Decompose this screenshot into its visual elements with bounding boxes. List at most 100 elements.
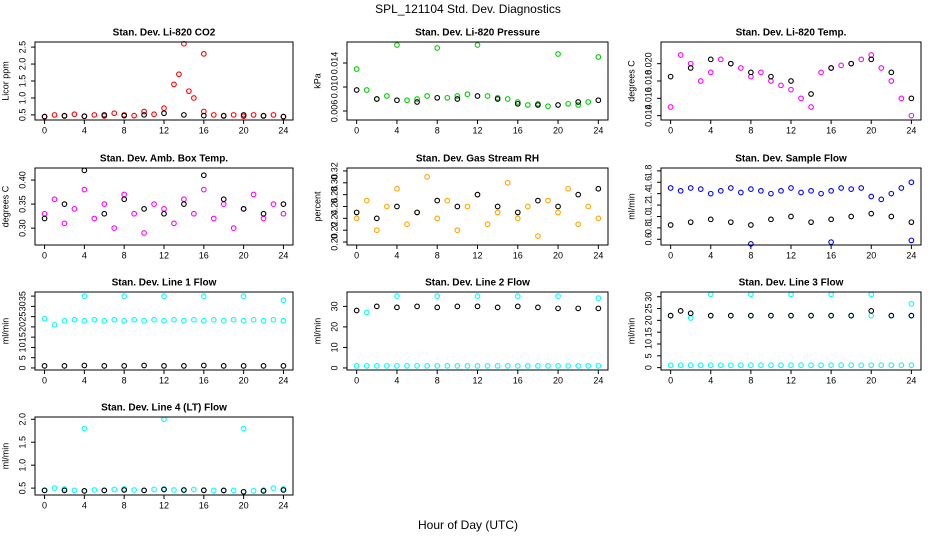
y-tick-label: 25 (643, 304, 653, 314)
point (444, 94, 451, 101)
x-tick-label: 0 (354, 125, 359, 135)
panel-title: Stan. Dev. Line 3 Flow (739, 278, 844, 289)
y-tick-label: 0.8 (643, 222, 653, 235)
point (768, 312, 774, 319)
point (404, 97, 410, 104)
point (61, 363, 68, 369)
y-tick-label: 0.014 (329, 52, 339, 75)
point (667, 73, 674, 80)
point (535, 102, 541, 108)
point (230, 316, 237, 323)
x-tick-label: 24 (593, 250, 603, 260)
point (434, 197, 441, 204)
point (61, 487, 68, 494)
point (101, 317, 108, 324)
point (373, 363, 380, 369)
point (677, 362, 684, 369)
point (585, 203, 592, 210)
x-tick-label: 12 (159, 500, 169, 510)
point (717, 56, 724, 63)
point (748, 69, 754, 76)
point (707, 312, 714, 319)
x-tick-label: 4 (82, 125, 87, 135)
point (121, 196, 128, 203)
point (888, 312, 895, 319)
point (240, 425, 247, 432)
point (575, 191, 582, 198)
point (484, 221, 491, 228)
x-tick-label: 12 (472, 250, 482, 260)
point (737, 362, 744, 369)
point (240, 206, 247, 212)
point (818, 362, 824, 369)
point (727, 185, 734, 191)
point (384, 203, 390, 210)
point (181, 487, 187, 493)
point (868, 308, 875, 314)
y-tick-label: 10 (17, 342, 27, 352)
y-tick-label: 0.24 (329, 210, 339, 228)
point (210, 316, 217, 323)
point (200, 186, 207, 193)
point (240, 363, 247, 369)
point (514, 99, 521, 105)
point (394, 97, 400, 104)
y-axis-label: percent (312, 191, 322, 222)
point (171, 316, 177, 323)
x-tick-label: 12 (159, 125, 169, 135)
x-tick-label: 12 (159, 375, 169, 385)
y-tick-label: 0.20 (329, 233, 339, 251)
point (828, 312, 834, 319)
panel-title: Stan. Dev. Line 2 Flow (425, 278, 530, 289)
point (394, 363, 400, 369)
point (191, 210, 197, 217)
y-tick-label: 35 (17, 291, 27, 301)
point (464, 91, 471, 98)
point (697, 186, 704, 192)
y-tick-label: 0.32 (329, 162, 339, 180)
y-tick-label: 1.8 (643, 165, 653, 178)
point (353, 66, 360, 72)
point (41, 215, 48, 222)
point (41, 363, 48, 369)
point (888, 69, 895, 76)
point (555, 102, 561, 108)
y-axis-label: kPa (312, 73, 322, 89)
x-tick-label: 8 (122, 125, 127, 135)
point (535, 304, 541, 311)
x-tick-label: 24 (278, 375, 288, 385)
point (677, 187, 684, 194)
point (210, 112, 217, 118)
point (768, 362, 774, 369)
point (81, 167, 88, 174)
y-tick-label: 1.0 (643, 210, 653, 223)
y-tick-label: 0.40 (17, 171, 27, 189)
x-tick-label: 16 (826, 250, 836, 260)
point (687, 219, 694, 226)
point (565, 100, 571, 107)
point (230, 225, 237, 232)
point (514, 303, 521, 310)
point (230, 112, 237, 118)
point (171, 81, 177, 88)
point (444, 363, 451, 369)
point (908, 300, 915, 307)
panel-title: Stan. Dev. Li-820 Temp. (736, 28, 847, 39)
point (908, 219, 915, 226)
point (434, 215, 441, 222)
point (808, 362, 814, 369)
point (101, 363, 108, 369)
point (908, 237, 915, 244)
point (778, 82, 784, 89)
point (808, 312, 814, 319)
panel-title: Stan. Dev. Li-820 CO2 (113, 28, 216, 39)
y-tick-label: 2.0 (17, 413, 27, 426)
point (434, 293, 441, 299)
x-tick-label: 12 (786, 250, 796, 260)
point (181, 363, 187, 369)
point (200, 51, 207, 57)
point (404, 363, 410, 369)
point (788, 362, 794, 369)
point (838, 62, 845, 69)
point (260, 113, 267, 119)
